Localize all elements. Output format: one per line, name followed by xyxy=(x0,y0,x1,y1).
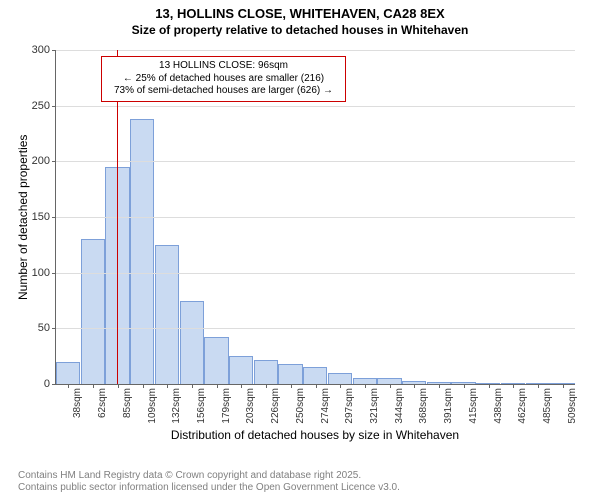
gridline xyxy=(56,273,575,274)
xtick-mark xyxy=(241,384,242,388)
xtick-label: 203sqm xyxy=(245,388,256,424)
xtick-mark xyxy=(414,384,415,388)
chart-title-sub: Size of property relative to detached ho… xyxy=(0,23,600,37)
gridline xyxy=(56,50,575,51)
histogram-bar xyxy=(303,367,327,384)
xtick-label: 179sqm xyxy=(221,388,232,424)
gridline xyxy=(56,217,575,218)
annotation-line-3: 73% of semi-detached houses are larger (… xyxy=(108,85,339,98)
annotation-box: 13 HOLLINS CLOSE: 96sqm ← 25% of detache… xyxy=(101,56,346,102)
xtick-label: 297sqm xyxy=(344,388,355,424)
ytick-label: 100 xyxy=(32,267,56,279)
histogram-bar xyxy=(130,119,154,384)
xtick-mark xyxy=(217,384,218,388)
xtick-mark xyxy=(316,384,317,388)
xtick-label: 274sqm xyxy=(320,388,331,424)
histogram-bar xyxy=(278,364,302,384)
footer-line-1: Contains HM Land Registry data © Crown c… xyxy=(18,470,400,482)
xtick-mark xyxy=(439,384,440,388)
xtick-label: 509sqm xyxy=(567,388,578,424)
xtick-mark xyxy=(464,384,465,388)
xtick-mark xyxy=(192,384,193,388)
xtick-label: 156sqm xyxy=(196,388,207,424)
xtick-mark xyxy=(118,384,119,388)
x-axis-title: Distribution of detached houses by size … xyxy=(55,428,575,442)
histogram-bar xyxy=(254,360,278,384)
xtick-label: 415sqm xyxy=(468,388,479,424)
xtick-label: 132sqm xyxy=(171,388,182,424)
xtick-mark xyxy=(489,384,490,388)
xtick-label: 438sqm xyxy=(493,388,504,424)
histogram-bar xyxy=(56,362,80,384)
gridline xyxy=(56,106,575,107)
xtick-label: 62sqm xyxy=(97,388,108,418)
xtick-mark xyxy=(563,384,564,388)
xtick-mark xyxy=(167,384,168,388)
ytick-label: 0 xyxy=(44,378,56,390)
annotation-line-1: 13 HOLLINS CLOSE: 96sqm xyxy=(108,60,339,73)
xtick-mark xyxy=(93,384,94,388)
histogram-bar xyxy=(204,337,228,384)
histogram-bar xyxy=(155,245,179,384)
annotation-line-2: ← 25% of detached houses are smaller (21… xyxy=(108,73,339,86)
xtick-label: 250sqm xyxy=(295,388,306,424)
chart-title-main: 13, HOLLINS CLOSE, WHITEHAVEN, CA28 8EX xyxy=(0,6,600,21)
xtick-mark xyxy=(143,384,144,388)
xtick-label: 344sqm xyxy=(394,388,405,424)
chart-title-block: 13, HOLLINS CLOSE, WHITEHAVEN, CA28 8EX … xyxy=(0,0,600,37)
histogram-bar xyxy=(328,373,352,384)
ytick-label: 300 xyxy=(32,44,56,56)
xtick-mark xyxy=(266,384,267,388)
xtick-label: 462sqm xyxy=(517,388,528,424)
xtick-label: 485sqm xyxy=(542,388,553,424)
ytick-label: 50 xyxy=(38,322,56,334)
gridline xyxy=(56,328,575,329)
xtick-mark xyxy=(340,384,341,388)
footer: Contains HM Land Registry data © Crown c… xyxy=(18,470,400,494)
xtick-label: 109sqm xyxy=(147,388,158,424)
plot-area: 13 HOLLINS CLOSE: 96sqm ← 25% of detache… xyxy=(55,50,575,385)
histogram-bar xyxy=(180,301,204,385)
xtick-mark xyxy=(390,384,391,388)
xtick-mark xyxy=(365,384,366,388)
xtick-label: 368sqm xyxy=(418,388,429,424)
xtick-mark xyxy=(291,384,292,388)
xtick-label: 85sqm xyxy=(122,388,133,418)
xtick-mark xyxy=(68,384,69,388)
ytick-label: 250 xyxy=(32,100,56,112)
histogram-bar xyxy=(229,356,253,384)
xtick-label: 38sqm xyxy=(72,388,83,418)
gridline xyxy=(56,161,575,162)
xtick-mark xyxy=(538,384,539,388)
ytick-label: 200 xyxy=(32,155,56,167)
xtick-label: 391sqm xyxy=(443,388,454,424)
xtick-mark xyxy=(513,384,514,388)
xtick-label: 321sqm xyxy=(369,388,380,424)
plot-wrap: 13 HOLLINS CLOSE: 96sqm ← 25% of detache… xyxy=(55,50,575,420)
footer-line-2: Contains public sector information licen… xyxy=(18,482,400,494)
ytick-label: 150 xyxy=(32,211,56,223)
y-axis-title: Number of detached properties xyxy=(16,135,30,300)
xtick-label: 226sqm xyxy=(270,388,281,424)
histogram-bar xyxy=(81,239,105,384)
